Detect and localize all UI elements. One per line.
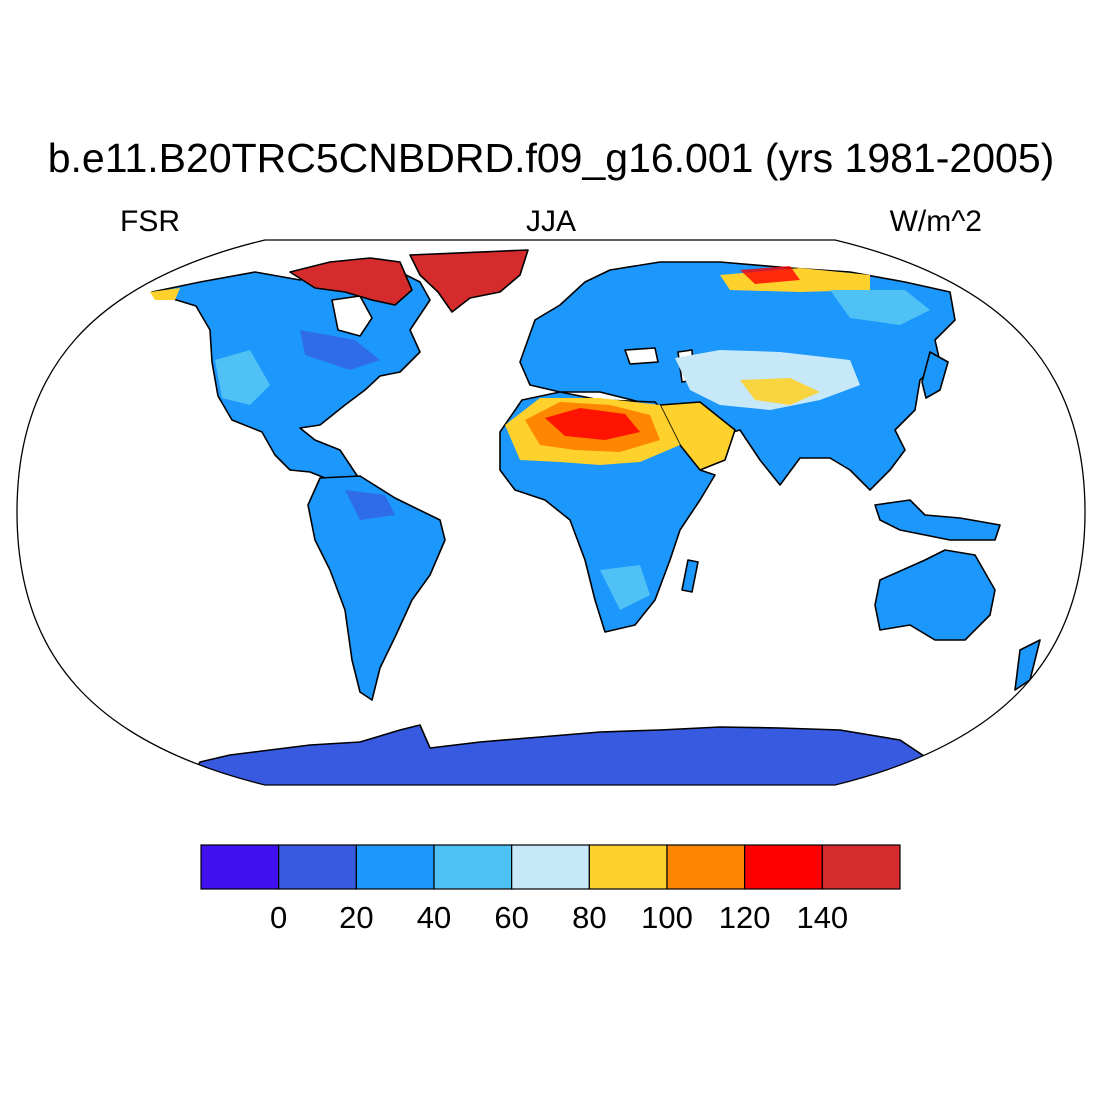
colorbar-label-140: 140: [796, 900, 848, 935]
map-border: [16, 239, 1086, 786]
island-japan: [921, 351, 949, 399]
islands-southeast-asia: [874, 499, 1001, 541]
continent-greenland: [409, 249, 529, 313]
continent-canadian-arctic: [289, 257, 413, 306]
island-madagascar: [681, 559, 699, 593]
field-amazon: [345, 490, 395, 520]
field-tibet: [740, 378, 820, 405]
colorbar-swatch-7: [744, 844, 823, 890]
colorbar-label-20: 20: [339, 900, 373, 935]
colorbar-swatch-1: [278, 844, 357, 890]
units-label: W/m^2: [889, 205, 982, 238]
field-alaska: [150, 288, 180, 300]
colorbar-label-80: 80: [572, 900, 606, 935]
continent-south-america: [307, 475, 446, 701]
colorbar-swatch-5: [588, 844, 668, 890]
continent-australia: [874, 549, 996, 641]
colorbar-swatch-6: [666, 844, 746, 890]
colorbar-label-60: 60: [494, 900, 528, 935]
field-boreal: [300, 330, 380, 370]
season-label: JJA: [525, 205, 576, 238]
colorbar-label-0: 0: [270, 900, 287, 935]
field-southern-africa: [600, 565, 650, 610]
field-taymyr: [740, 266, 800, 284]
colorbar-swatch-3: [433, 844, 513, 890]
plot-title: b.e11.B20TRC5CNBDRD.f09_g16.001 (yrs 198…: [47, 135, 1055, 181]
variable-label: FSR: [120, 205, 180, 238]
field-east-siberia: [830, 290, 930, 325]
colorbar-label-100: 100: [641, 900, 693, 935]
colorbar-swatch-2: [355, 844, 435, 890]
colorbar-label-40: 40: [417, 900, 451, 935]
colorbar-swatch-8: [821, 844, 901, 890]
field-western-us: [215, 350, 270, 405]
field-sahara-core: [545, 408, 640, 440]
colorbar-swatch-0: [200, 844, 280, 890]
colorbar-label-120: 120: [719, 900, 771, 935]
colorbar-swatch-4: [511, 844, 590, 890]
